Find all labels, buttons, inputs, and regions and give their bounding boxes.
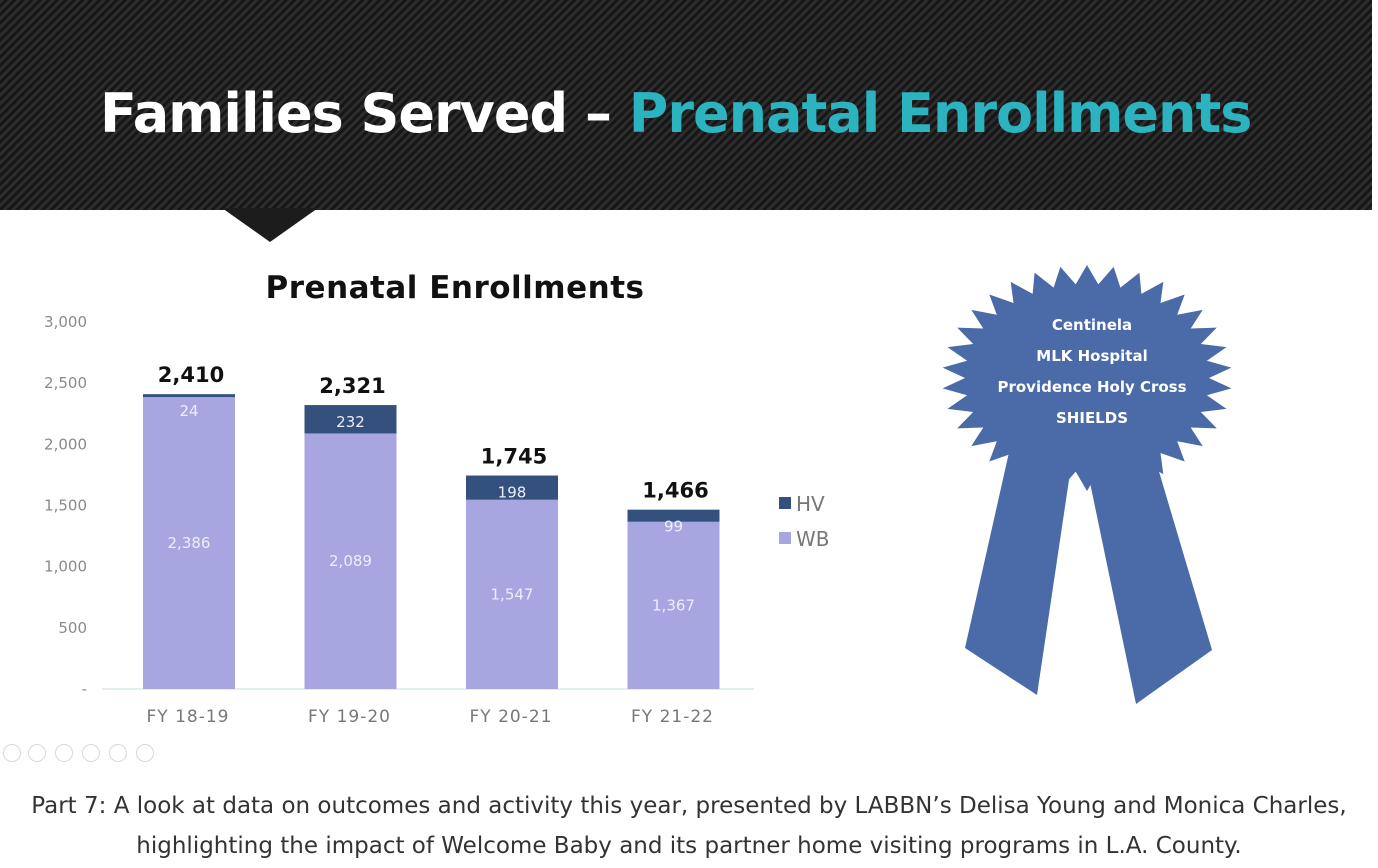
chart-title: Prenatal Enrollments xyxy=(265,270,645,306)
y-tick-label: 3,000 xyxy=(44,313,87,331)
award-ribbon-icon xyxy=(942,265,1232,704)
caption: Part 7: A look at data on outcomes and a… xyxy=(0,786,1378,866)
x-tick-label: FY 18-19 xyxy=(147,707,230,727)
title-banner xyxy=(0,0,1372,210)
banner-notch xyxy=(222,208,318,242)
hv-value-label: 198 xyxy=(498,484,527,502)
total-value-label: 2,321 xyxy=(319,374,385,398)
more-icon[interactable] xyxy=(136,744,154,762)
ribbon-seal xyxy=(942,265,1232,491)
wb-value-label: 2,386 xyxy=(168,534,211,552)
y-tick-label: 500 xyxy=(58,619,87,637)
legend-label-hv: HV xyxy=(796,492,825,516)
wb-value-label: 1,547 xyxy=(491,585,534,603)
slide-title-dash: – xyxy=(567,82,629,145)
bar-wb xyxy=(304,433,397,689)
x-tick-label: FY 21-22 xyxy=(631,707,714,727)
ribbon-tail-right xyxy=(1088,448,1212,704)
bar-hv xyxy=(466,475,558,500)
bar-hv xyxy=(304,405,397,434)
pen-icon[interactable] xyxy=(55,744,73,762)
y-tick-label: 2,000 xyxy=(44,435,87,453)
wb-value-label: 2,089 xyxy=(329,552,372,570)
ribbon-line-2: MLK Hospital xyxy=(1036,347,1148,365)
hv-value-label: 232 xyxy=(336,413,365,431)
caption-line-2: highlighting the impact of Welcome Baby … xyxy=(136,833,1242,859)
stacked-bar-chart: - 500 1,000 1,500 2,000 2,500 3,000 2,386 24 2,41… xyxy=(44,313,830,727)
total-value-label: 2,410 xyxy=(158,363,224,387)
y-tick-label: 2,500 xyxy=(44,374,87,392)
hv-value-label: 24 xyxy=(179,402,198,420)
wb-value-label: 1,367 xyxy=(652,596,695,614)
zoom-icon[interactable] xyxy=(109,744,127,762)
legend-swatch-wb xyxy=(779,532,791,544)
ribbon-line-1: Centinela xyxy=(1051,316,1133,334)
caption-line-1: Part 7: A look at data on outcomes and a… xyxy=(31,793,1347,819)
total-value-label: 1,745 xyxy=(481,445,547,469)
bar-wb xyxy=(143,397,235,689)
legend-label-wb: WB xyxy=(796,527,830,551)
y-tick-label: - xyxy=(82,680,87,698)
bar-wb xyxy=(627,521,720,689)
ribbon-line-3: Providence Holy Cross xyxy=(997,378,1187,396)
y-tick-label: 1,000 xyxy=(44,558,87,576)
hv-value-label: 99 xyxy=(664,518,683,536)
previous-icon[interactable] xyxy=(3,744,21,762)
x-tick-label: FY 20-21 xyxy=(470,707,553,727)
ribbon-tail-left xyxy=(965,448,1070,695)
bar-hv xyxy=(143,394,235,398)
total-value-label: 1,466 xyxy=(642,479,708,503)
bar-hv xyxy=(627,509,720,522)
slide-title-accent: Prenatal Enrollments xyxy=(628,82,1253,145)
play-icon[interactable] xyxy=(28,744,46,762)
bar-wb xyxy=(466,499,558,689)
copy-icon[interactable] xyxy=(82,744,100,762)
x-tick-label: FY 19-20 xyxy=(308,707,391,727)
slide-title-main: Families Served xyxy=(100,82,568,145)
slide-title: Families Served – Prenatal Enrollments xyxy=(100,82,1253,145)
y-tick-label: 1,500 xyxy=(44,497,87,515)
ribbon-line-4: SHIELDS xyxy=(1056,409,1128,427)
legend-swatch-hv xyxy=(779,497,791,509)
